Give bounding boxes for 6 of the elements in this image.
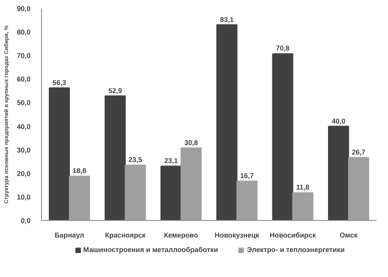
bar — [328, 126, 350, 220]
bar — [216, 24, 238, 220]
bar — [104, 95, 126, 220]
bar — [160, 166, 182, 220]
bar — [272, 53, 294, 220]
bar — [48, 87, 70, 220]
